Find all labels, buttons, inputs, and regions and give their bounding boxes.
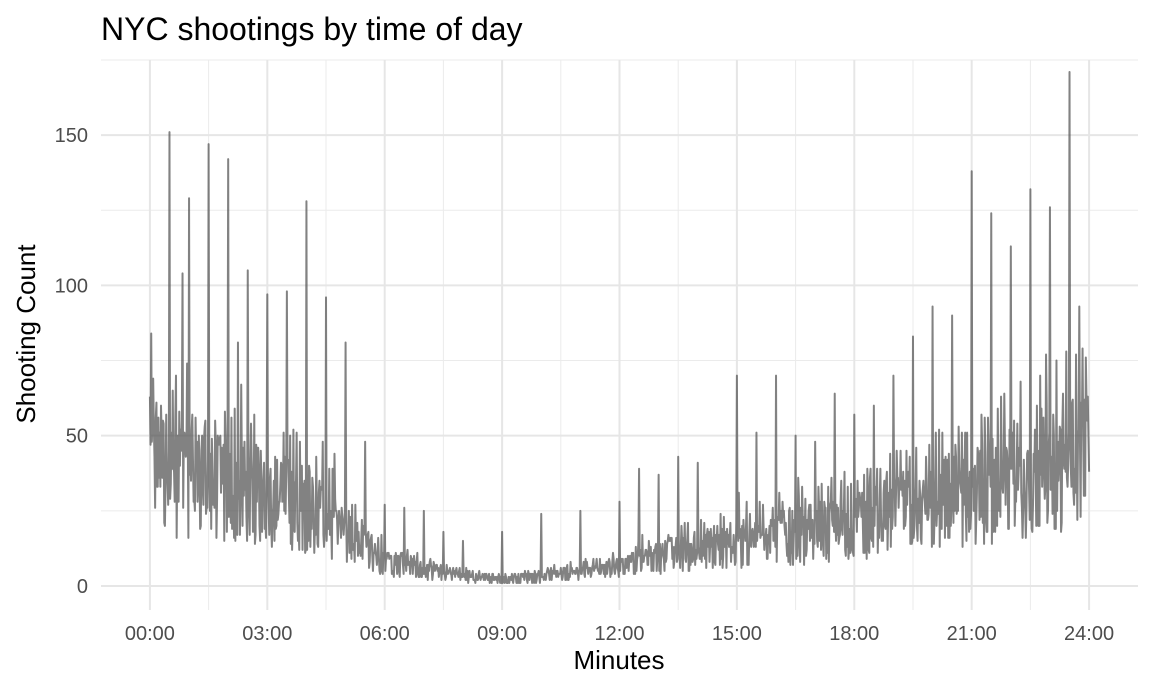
- x-tick-label: 03:00: [242, 623, 292, 645]
- y-tick-label: 0: [77, 576, 88, 598]
- x-tick-label: 12:00: [594, 623, 644, 645]
- y-axis-label: Shooting Count: [11, 244, 41, 424]
- x-axis-label: Minutes: [573, 645, 664, 675]
- x-tick-label: 18:00: [829, 623, 879, 645]
- x-tick-label: 24:00: [1064, 623, 1114, 645]
- y-axis-ticks: 0 50 100 150: [55, 125, 88, 598]
- x-axis-ticks: 00:00 03:00 06:00 09:00 12:00 15:00 18:00 21:00…: [125, 623, 1114, 645]
- y-tick-label: 100: [55, 275, 88, 297]
- y-tick-label: 50: [66, 426, 88, 448]
- y-tick-label: 150: [55, 125, 88, 147]
- chart-title: NYC shootings by time of day: [101, 11, 523, 47]
- series-line: [148, 71, 1091, 584]
- x-tick-label: 21:00: [947, 623, 997, 645]
- x-tick-label: 09:00: [477, 623, 527, 645]
- x-tick-label: 15:00: [712, 623, 762, 645]
- series-layer: [148, 71, 1091, 584]
- x-tick-label: 06:00: [360, 623, 410, 645]
- x-tick-label: 00:00: [125, 623, 175, 645]
